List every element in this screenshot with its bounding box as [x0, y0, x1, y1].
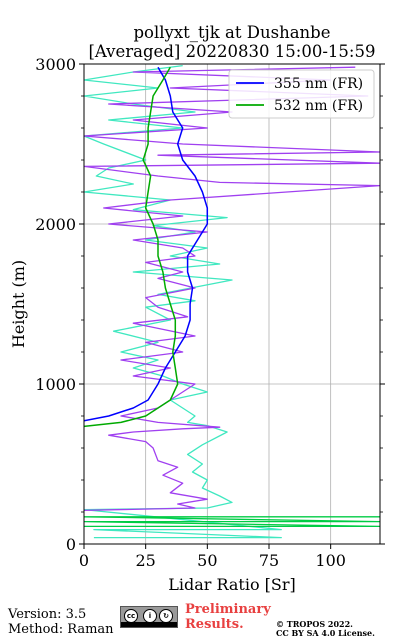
preliminary-line2: Results. [185, 617, 244, 632]
copyright-line1: © TROPOS 2022. [276, 619, 353, 629]
cc-label-strip [121, 622, 177, 627]
grid-lines [84, 64, 380, 544]
x-tick-label: 50 [197, 551, 217, 570]
legend-label-0: 355 nm (FR) [274, 76, 363, 92]
preliminary-notice: Preliminary Results. [185, 602, 271, 632]
x-axis-label: Lidar Ratio [Sr] [168, 575, 296, 594]
method-text: Method: Raman [8, 622, 114, 637]
plot-lines [84, 64, 380, 539]
legend: 355 nm (FR) 532 nm (FR) [228, 69, 375, 119]
plot-frame [83, 63, 381, 545]
legend-label-1: 532 nm (FR) [274, 98, 363, 114]
y-axis-label: Height (m) [9, 260, 28, 348]
cc-license-badge: cc i ↻ [120, 606, 178, 628]
copyright-notice: © TROPOS 2022. CC BY SA 4.0 License. [276, 620, 375, 638]
copyright-line2: CC BY SA 4.0 License. [276, 628, 375, 638]
y-tick-label: 2000 [35, 215, 76, 234]
y-tick-label: 3000 [35, 55, 76, 74]
preliminary-line1: Preliminary [185, 602, 271, 617]
chart-title-line1: pollyxt_tjk at Dushanbe [133, 23, 330, 42]
series-line-0 [84, 66, 209, 422]
version-text: Version: 3.5 [8, 607, 87, 622]
legend-box [228, 69, 375, 119]
series-line-1 [84, 66, 179, 428]
sa-icon: ↻ [159, 609, 173, 623]
y-tick-label: 0 [66, 535, 76, 554]
x-tick-label: 75 [259, 551, 279, 570]
cc-icon: cc [124, 609, 138, 623]
by-icon: i [143, 609, 157, 623]
x-tick-label: 0 [79, 551, 89, 570]
y-tick-label: 1000 [35, 375, 76, 394]
series-line-4 [84, 516, 380, 528]
series-line-2 [84, 64, 282, 539]
x-tick-label: 25 [135, 551, 155, 570]
series-line-3 [84, 66, 380, 512]
x-tick-label: 100 [315, 551, 346, 570]
chart-title-line2: [Averaged] 20220830 15:00-15:59 [89, 42, 376, 61]
